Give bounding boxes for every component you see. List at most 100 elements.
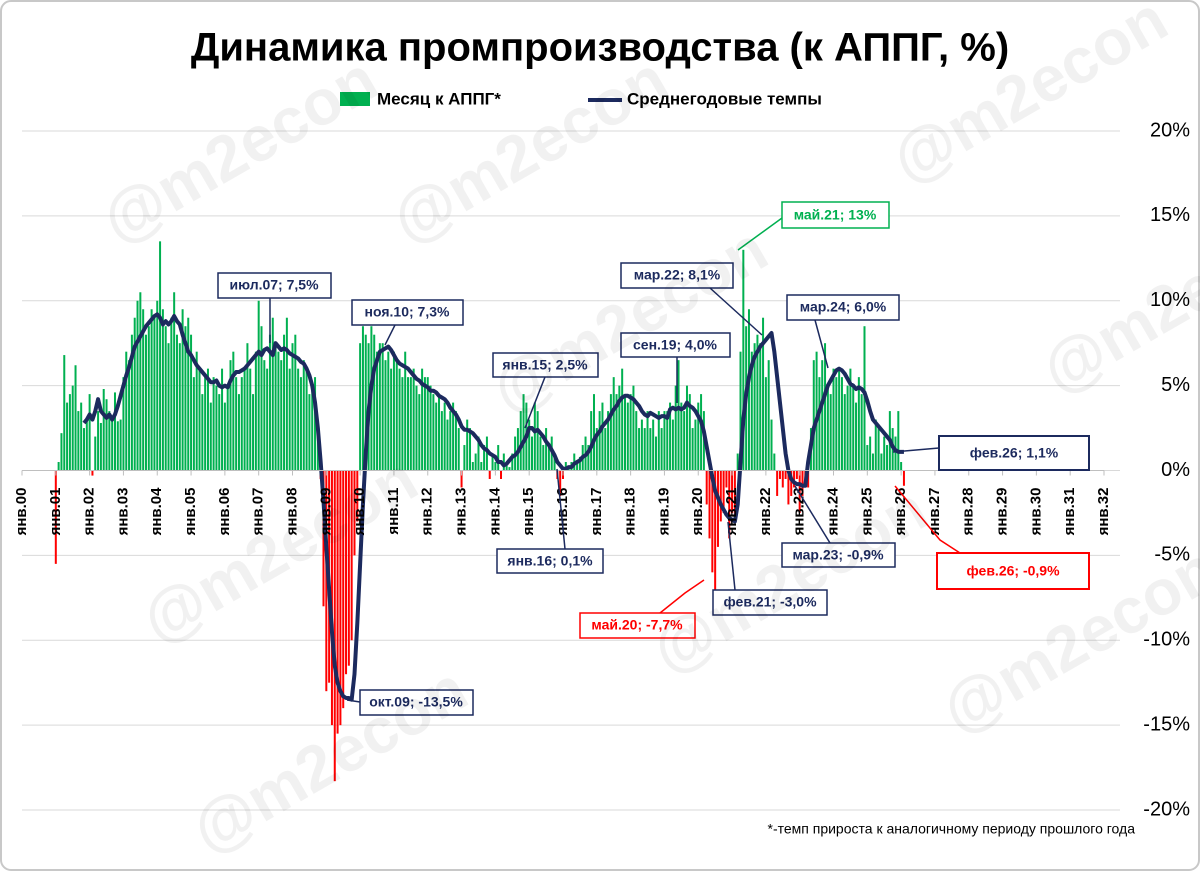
bar [539,436,542,471]
bar [818,377,821,471]
bar [508,467,511,471]
x-tick-label: янв.25 [858,488,875,536]
y-tick-label: 15% [1150,204,1190,226]
bar [697,402,700,471]
x-tick-label: янв.28 [960,488,977,536]
annotation-label: фев.26; -0,9% [966,563,1060,579]
bar [409,377,412,471]
bar [807,470,810,488]
bar [268,334,271,471]
bar [654,436,657,471]
bar [471,462,474,471]
bar [426,377,429,471]
bar [384,360,387,471]
bar [364,334,367,471]
bar [835,377,838,471]
bar [576,462,579,471]
bar [133,317,136,471]
bar [356,470,359,522]
bar [195,351,198,471]
bar [435,402,438,471]
bar [333,470,336,782]
bar [793,470,796,488]
bar [128,360,131,471]
bar [342,470,345,709]
bar [759,343,762,471]
bar [257,300,260,471]
bar [412,368,415,471]
annotation-label: фев.21; -3,0% [723,594,817,610]
bar [790,470,793,496]
bar [122,377,125,471]
bar [376,351,379,471]
bar [277,351,280,471]
x-tick-label: янв.08 [283,488,300,536]
bar [832,368,835,471]
bar [542,445,545,471]
bar [415,385,418,471]
x-tick-label: янв.30 [1027,488,1044,536]
bar [714,470,717,602]
legend: Месяц к АППГ* Среднегодовые темпы [340,89,822,108]
annotation-label: сен.19; 4,0% [633,337,718,353]
bar [491,453,494,471]
bar [387,351,390,471]
axes: 20% 15% 10% 5% 0% -5% -10% -15% -20% янв.00 янв.01… [13,119,1190,820]
bar [483,445,486,471]
annotation-label: окт.09; -13,5% [369,694,463,710]
bar [240,377,243,471]
bar [590,411,593,471]
bar [111,419,114,471]
bar [302,360,305,471]
x-tick-label: янв.15 [520,488,537,536]
annotation: май.20; -7,7% [579,579,705,639]
bar [469,428,472,471]
bar [795,470,798,479]
bar [798,470,801,513]
bar [373,334,376,471]
x-tick-label: янв.19 [655,488,672,536]
annotation: фев.26; -0,9% [894,485,1090,590]
bar [646,411,649,471]
bar [60,433,63,471]
bar [855,402,858,471]
bar [82,428,85,471]
bar [621,368,624,471]
bar [57,462,60,471]
bar [175,334,178,471]
bar [649,428,652,471]
bar [770,419,773,471]
bar [432,394,435,471]
bar [711,470,714,573]
bar [308,394,311,471]
annotation: мар.23; -0,9% [781,485,896,568]
bar [454,411,457,471]
bar [485,436,488,471]
x-tick-label: янв.05 [182,488,199,536]
bar [159,241,162,471]
bar [545,428,548,471]
bar [144,334,147,471]
x-tick-label: янв.12 [419,488,436,536]
bar [147,326,150,471]
y-tick-label: 0% [1161,459,1190,481]
bar [392,351,395,471]
bar [119,419,122,471]
bar [401,377,404,471]
bar [161,309,164,471]
bar [418,394,421,471]
bar [874,419,877,471]
legend-label: Среднегодовые темпы [627,89,822,108]
x-tick-label: янв.10 [351,488,368,536]
bar [94,436,97,471]
bar [592,394,595,471]
bar [378,343,381,471]
bar [812,360,815,471]
x-tick-label: янв.07 [250,488,267,536]
bar [142,309,145,471]
bar [742,249,745,471]
bar [201,394,204,471]
bar [897,411,900,471]
x-tick-label: янв.02 [81,488,98,536]
